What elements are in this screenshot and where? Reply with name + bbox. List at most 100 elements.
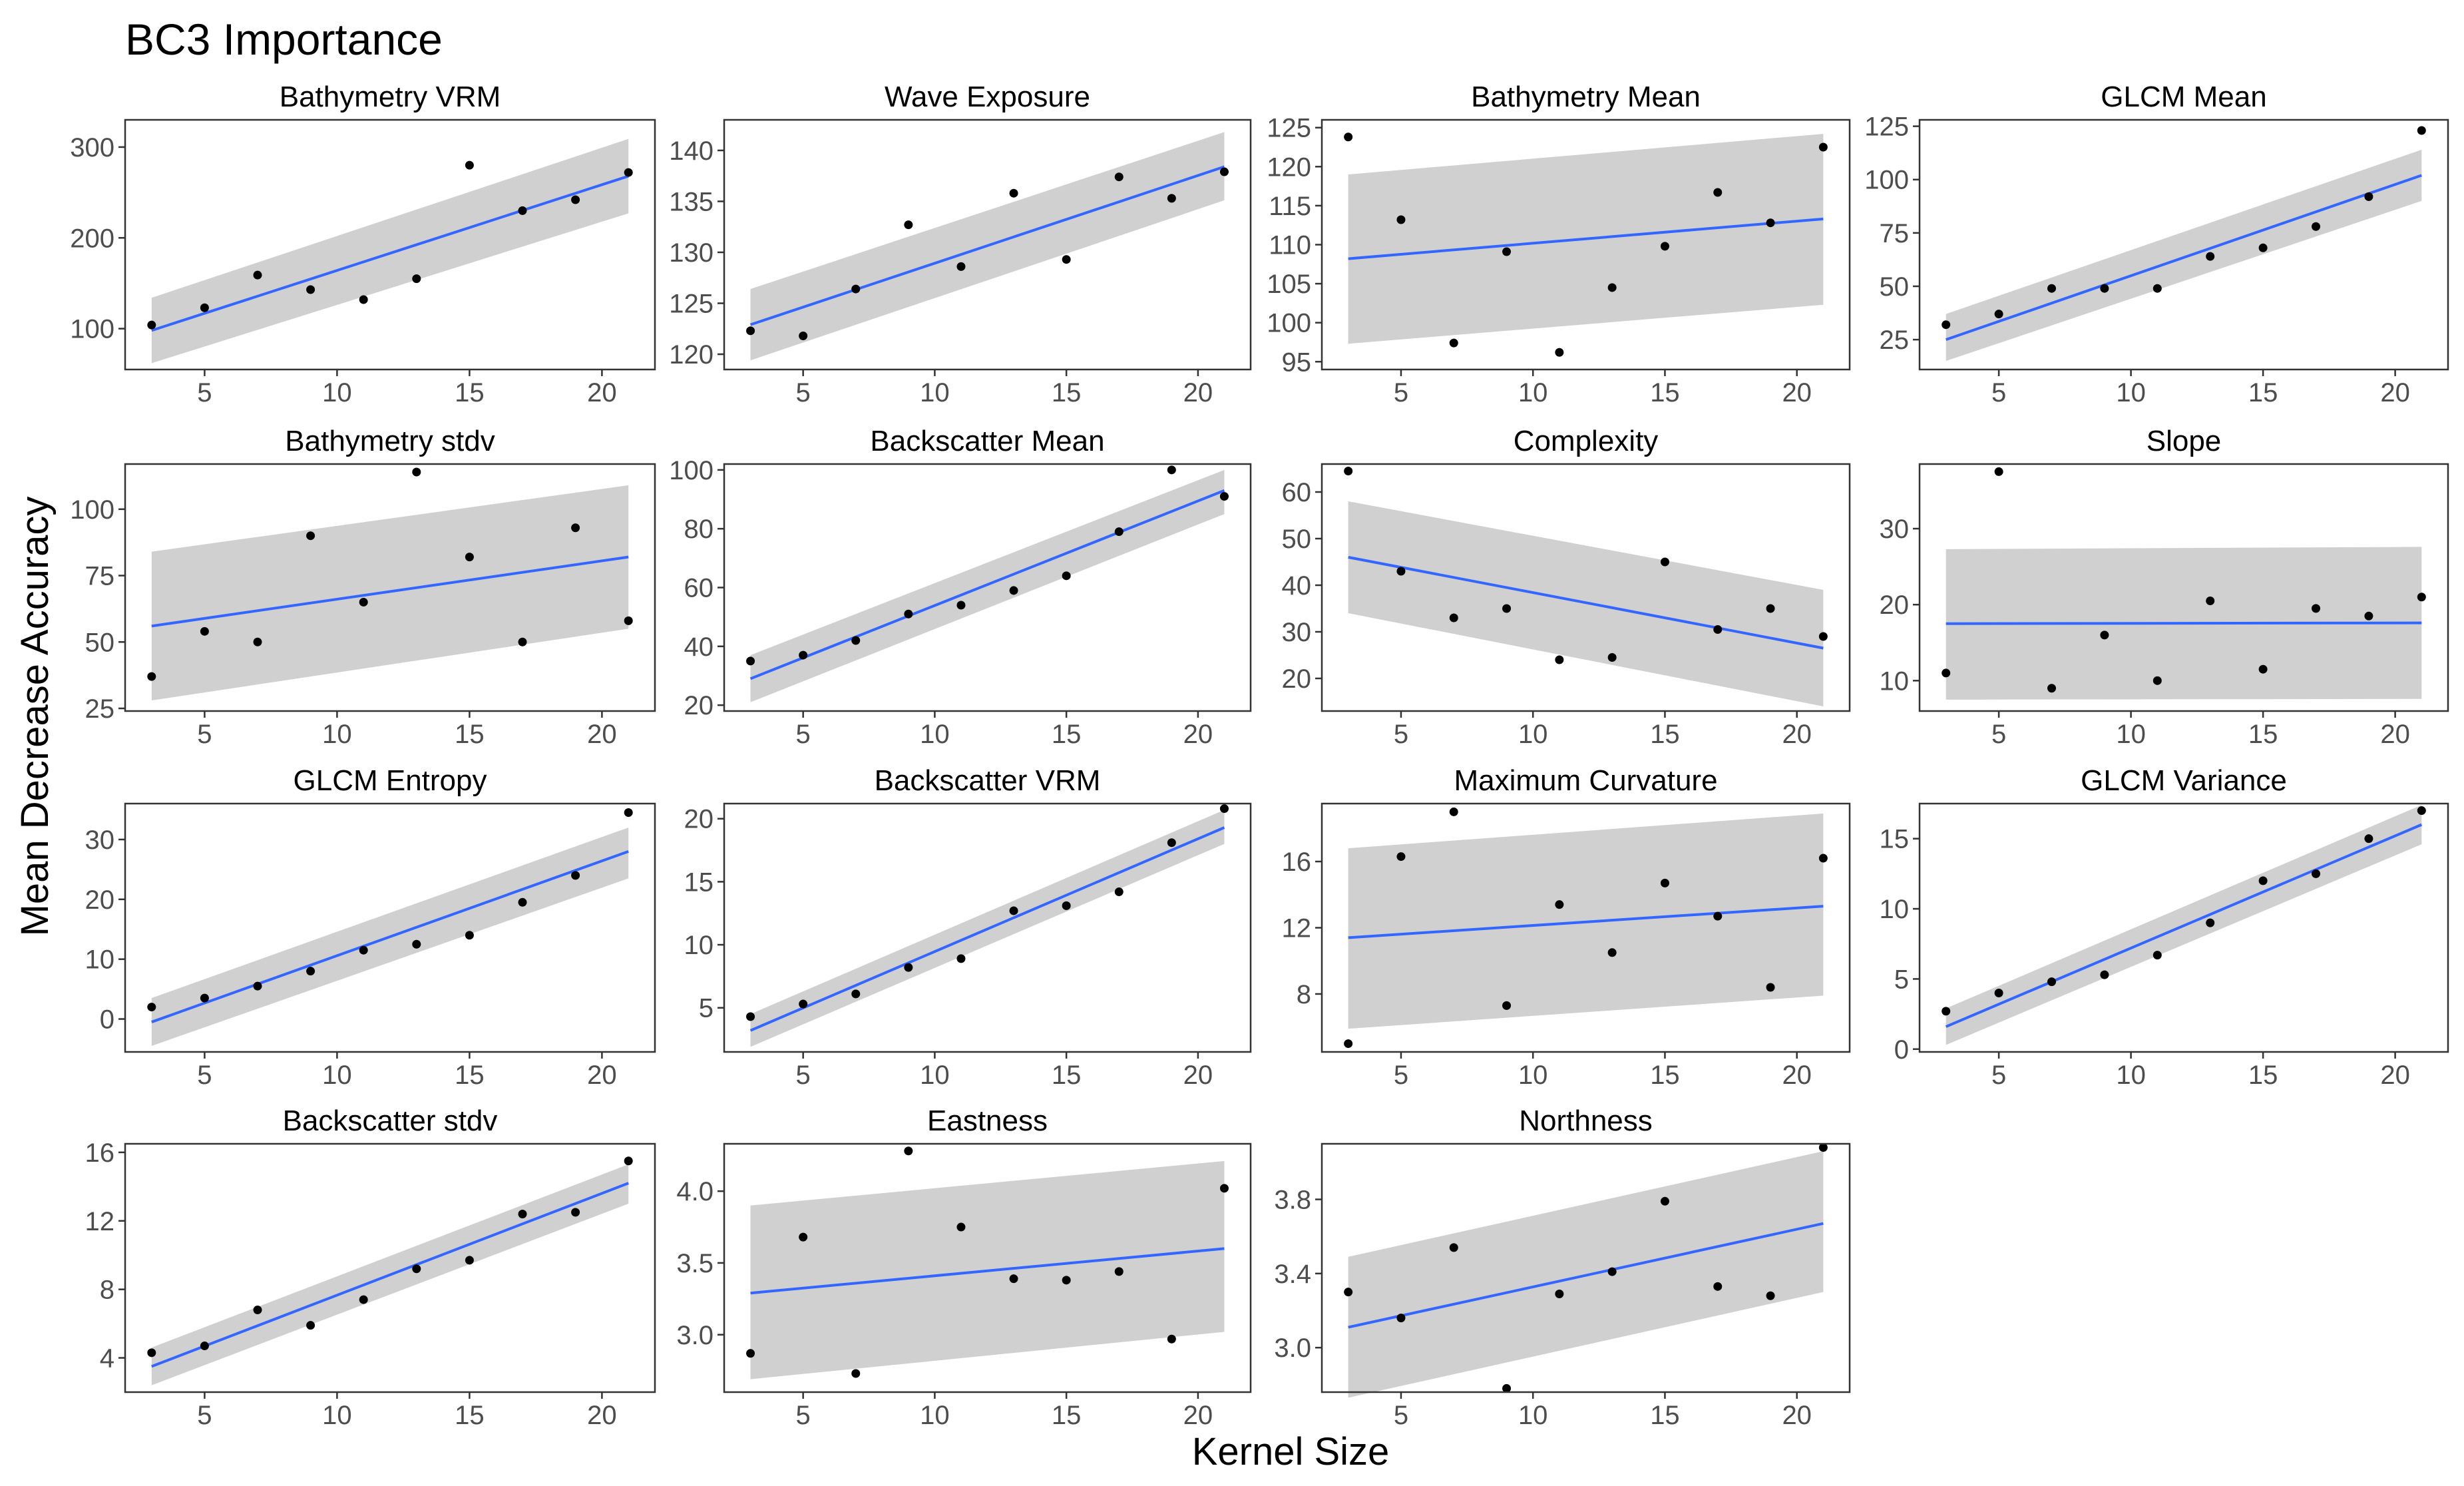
panel-frame xyxy=(1321,463,1851,712)
y-tick-label: 100 xyxy=(70,495,114,525)
panel-7: Complexity 5 10 15 20 20 30 40 50 60 xyxy=(1282,425,1851,749)
y-tick-label: 16 xyxy=(1282,848,1312,877)
y-tick-label: 115 xyxy=(1269,192,1311,221)
y-tick-label: 135 xyxy=(669,187,714,216)
panel-8: Slope 5 10 15 20 10 20 30 xyxy=(1880,425,2449,749)
data-point xyxy=(1555,1289,1564,1298)
x-tick-label: 20 xyxy=(1183,720,1213,749)
x-tick-label: 20 xyxy=(1782,720,1812,749)
x-tick-label: 5 xyxy=(197,720,212,749)
panel-title: Backscatter VRM xyxy=(875,764,1101,797)
data-point xyxy=(1818,1143,1828,1152)
x-tick-label: 15 xyxy=(1650,378,1680,407)
panel-2: Wave Exposure 5 10 15 20 120 125 130 135 140 xyxy=(669,81,1252,407)
regression-line xyxy=(1348,556,1824,650)
data-point xyxy=(1009,586,1018,595)
y-tick-label: 20 xyxy=(1282,664,1312,694)
regression-line xyxy=(151,174,629,332)
panel-title: Bathymetry stdv xyxy=(285,425,495,457)
data-point xyxy=(1766,604,1775,613)
data-point xyxy=(1396,567,1406,576)
data-point xyxy=(956,1222,966,1232)
x-tick-label: 5 xyxy=(1991,378,2006,407)
data-point xyxy=(1219,804,1229,814)
data-point xyxy=(200,1342,209,1351)
data-point xyxy=(1994,467,2003,476)
regression-line xyxy=(750,1247,1225,1295)
data-point xyxy=(1818,142,1828,152)
data-point xyxy=(359,597,368,607)
x-tick-label: 20 xyxy=(587,1401,617,1430)
data-point xyxy=(746,656,755,666)
y-tick-label: 5 xyxy=(699,994,714,1023)
data-point xyxy=(2047,684,2056,693)
x-tick-label: 15 xyxy=(2248,378,2278,407)
x-tick-label: 5 xyxy=(796,1061,811,1090)
x-tick-label: 5 xyxy=(197,1061,212,1090)
data-point xyxy=(2047,977,2056,987)
data-point xyxy=(1766,218,1775,228)
data-point xyxy=(1219,1184,1229,1193)
data-point xyxy=(1766,1291,1775,1300)
data-point xyxy=(746,326,755,336)
y-tick-label: 5 xyxy=(1894,965,1909,994)
data-point xyxy=(1942,668,1951,678)
y-tick-label: 30 xyxy=(1282,618,1312,647)
data-point xyxy=(851,989,861,999)
y-tick-label: 20 xyxy=(684,805,714,834)
x-tick-label: 15 xyxy=(455,378,485,407)
panel-12: GLCM Variance 5 10 15 20 0 5 10 15 xyxy=(1880,764,2449,1090)
x-tick-label: 20 xyxy=(1183,378,1213,407)
regression-line xyxy=(1348,217,1824,260)
data-point xyxy=(359,295,368,304)
x-tick-label: 20 xyxy=(587,378,617,407)
panel-frame xyxy=(124,802,656,1053)
data-point xyxy=(2153,951,2162,960)
x-tick-label: 10 xyxy=(322,1061,352,1090)
data-point xyxy=(2258,243,2268,252)
x-tick-label: 20 xyxy=(1782,1061,1812,1090)
y-tick-label: 100 xyxy=(70,315,114,344)
data-point xyxy=(1660,242,1669,251)
regression-line xyxy=(151,1182,629,1368)
y-tick-label: 75 xyxy=(1880,219,1910,248)
data-point xyxy=(1009,188,1018,198)
y-tick-label: 10 xyxy=(1880,666,1910,696)
x-tick-label: 5 xyxy=(1394,1061,1408,1090)
panel-title: Backscatter Mean xyxy=(870,425,1104,457)
data-point xyxy=(518,637,527,646)
y-axis-title: Mean Decrease Accuracy xyxy=(13,497,57,937)
x-tick-label: 15 xyxy=(455,1061,485,1090)
data-point xyxy=(851,1369,861,1378)
data-point xyxy=(904,1146,913,1156)
x-tick-label: 5 xyxy=(796,378,811,407)
data-point xyxy=(253,981,262,991)
x-tick-label: 15 xyxy=(455,720,485,749)
data-point xyxy=(1555,900,1564,909)
data-point xyxy=(746,1012,755,1021)
data-point xyxy=(1607,653,1617,662)
data-point xyxy=(2417,593,2426,602)
y-tick-label: 3.0 xyxy=(1274,1334,1311,1363)
data-point xyxy=(1942,320,1951,330)
x-tick-label: 10 xyxy=(322,720,352,749)
x-tick-label: 15 xyxy=(1650,1401,1680,1430)
data-point xyxy=(1449,807,1458,816)
data-point xyxy=(518,206,527,215)
data-point xyxy=(1344,132,1353,142)
data-point xyxy=(253,270,262,280)
regression-line xyxy=(1348,1222,1824,1329)
data-point xyxy=(1114,1267,1124,1276)
x-tick-label: 5 xyxy=(1991,720,2006,749)
y-tick-label: 30 xyxy=(1880,515,1910,544)
x-tick-label: 10 xyxy=(2116,1061,2146,1090)
data-point xyxy=(1114,887,1124,897)
data-point xyxy=(1607,948,1617,957)
data-point xyxy=(2364,611,2373,620)
data-point xyxy=(200,626,209,636)
data-point xyxy=(1167,194,1176,203)
x-tick-label: 15 xyxy=(1052,378,1082,407)
data-point xyxy=(1396,1314,1406,1323)
y-tick-label: 125 xyxy=(669,290,714,319)
